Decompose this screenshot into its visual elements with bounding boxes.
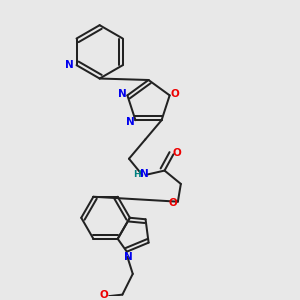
Text: O: O <box>100 290 109 300</box>
Text: N: N <box>126 117 134 127</box>
Text: O: O <box>171 89 179 100</box>
Text: O: O <box>172 148 182 158</box>
Text: H: H <box>133 169 141 178</box>
Text: N: N <box>124 252 133 262</box>
Text: O: O <box>168 198 177 208</box>
Text: N: N <box>140 169 149 179</box>
Text: N: N <box>65 60 74 70</box>
Text: N: N <box>118 89 126 100</box>
